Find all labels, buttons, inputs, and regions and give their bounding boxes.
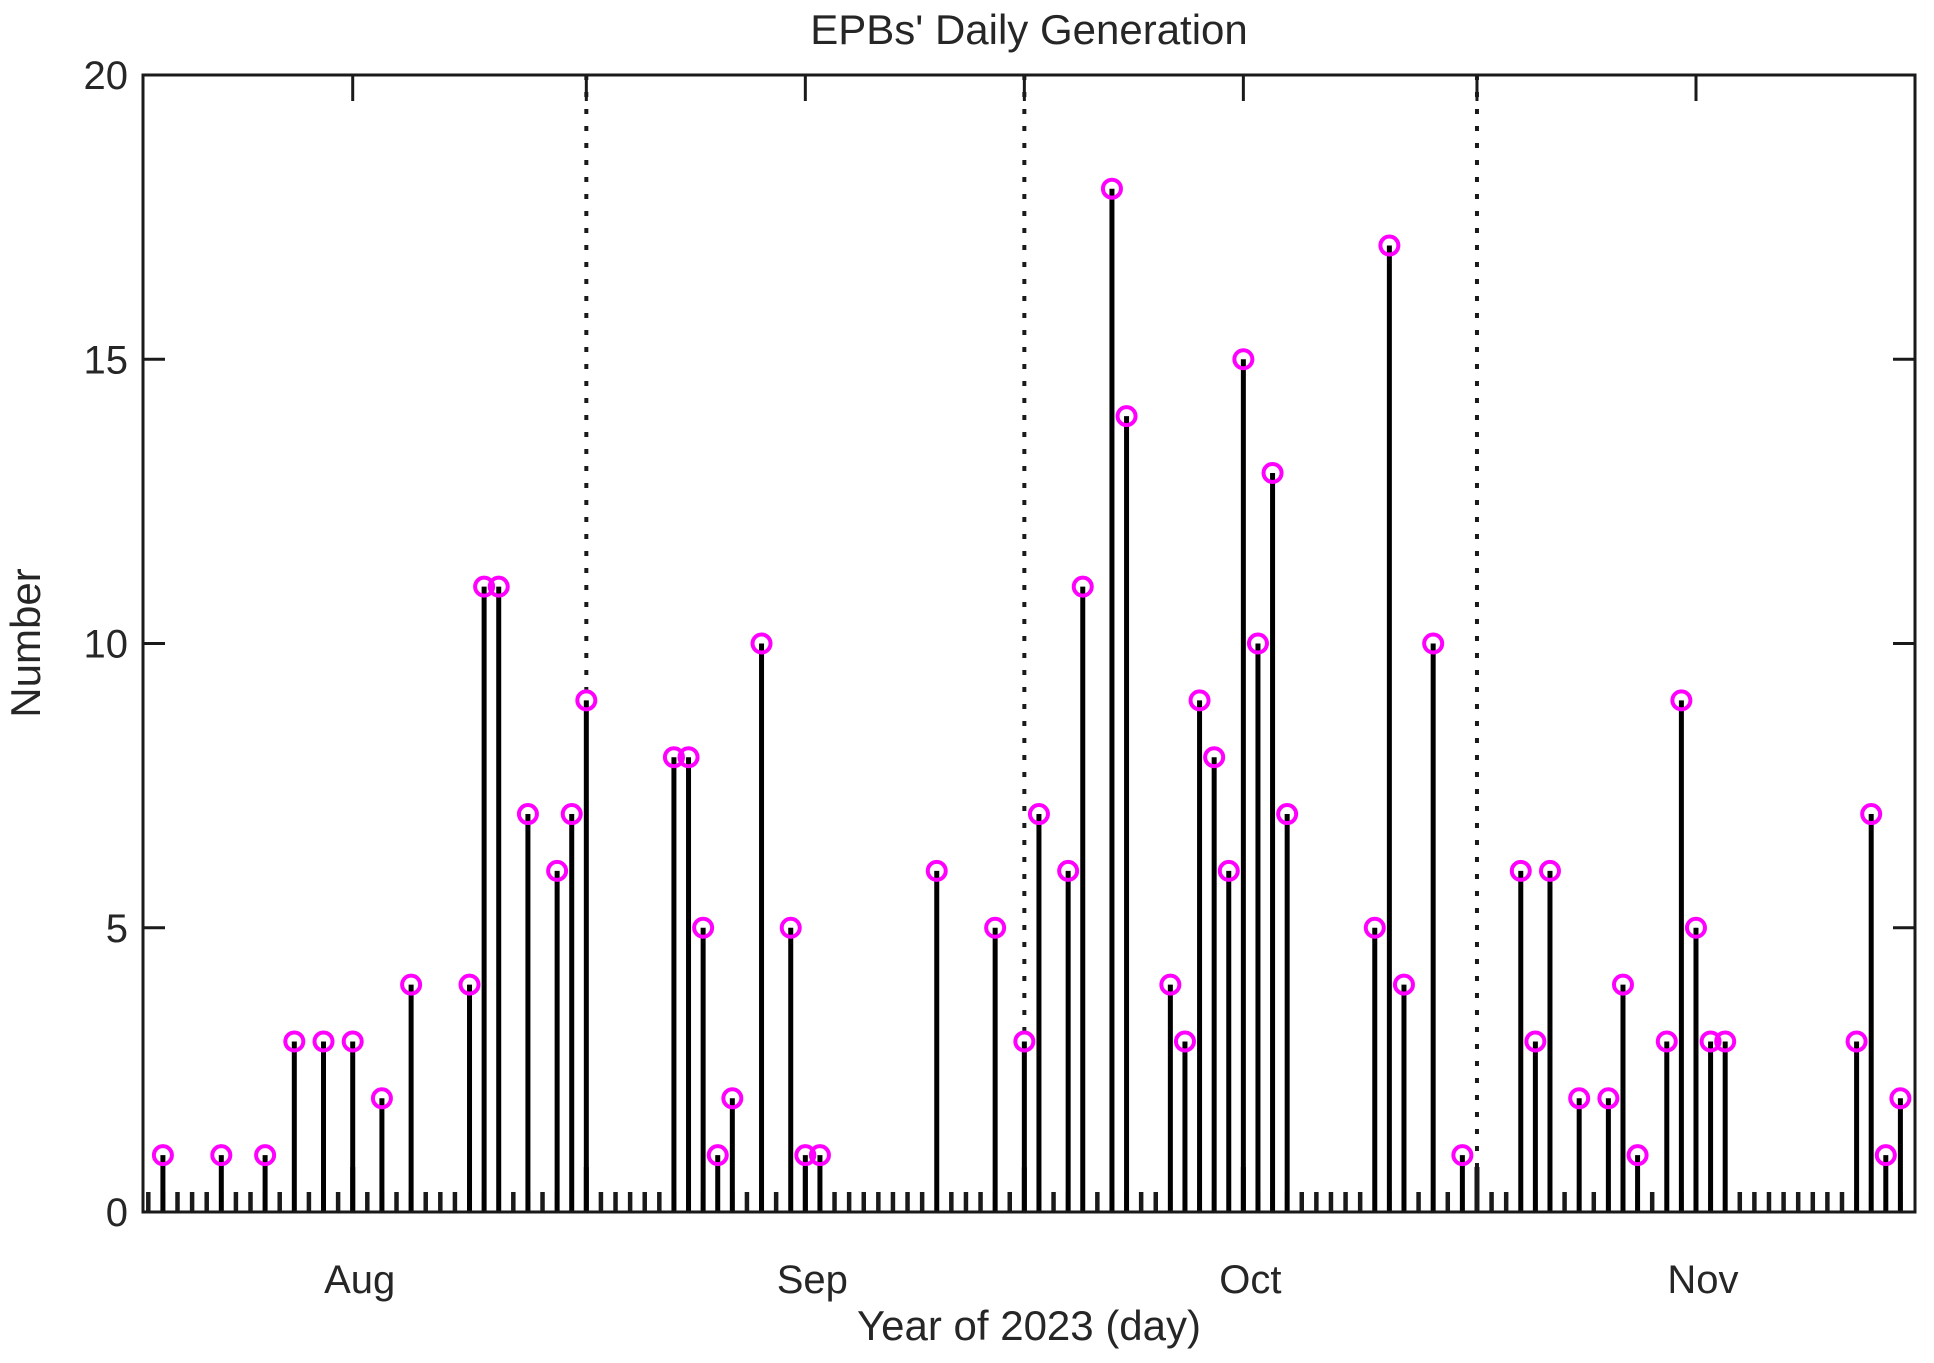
y-tick-label: 10 bbox=[84, 623, 129, 667]
marker-oct4 bbox=[1057, 859, 1080, 882]
x-axis-label: Year of 2023 (day) bbox=[857, 1302, 1201, 1349]
marker-oct7 bbox=[1100, 177, 1123, 200]
marker-aug12 bbox=[283, 1030, 306, 1053]
marker-oct31 bbox=[1451, 1144, 1474, 1167]
marker-sep16 bbox=[794, 1144, 817, 1167]
marker-aug7 bbox=[210, 1144, 233, 1167]
marker-oct16 bbox=[1232, 348, 1255, 371]
marker-sep10 bbox=[706, 1144, 729, 1167]
x-tick-label-sep: Sep bbox=[777, 1258, 848, 1302]
marker-oct12 bbox=[1173, 1030, 1196, 1053]
marker-oct14 bbox=[1203, 746, 1226, 769]
marker-nov17 bbox=[1699, 1030, 1722, 1053]
marker-nov16 bbox=[1684, 916, 1707, 939]
x-tick-label-nov: Nov bbox=[1667, 1258, 1738, 1302]
marker-sep7 bbox=[662, 746, 685, 769]
marker-oct25 bbox=[1363, 916, 1386, 939]
marker-aug10 bbox=[254, 1144, 277, 1167]
marker-nov11 bbox=[1611, 973, 1634, 996]
marker-aug14 bbox=[312, 1030, 335, 1053]
marker-nov15 bbox=[1670, 689, 1693, 712]
marker-sep9 bbox=[692, 916, 715, 939]
marker-oct29 bbox=[1422, 632, 1445, 655]
chart-title: EPBs' Daily Generation bbox=[810, 6, 1248, 53]
marker-sep1 bbox=[575, 689, 598, 712]
marker-nov12 bbox=[1626, 1144, 1649, 1167]
marker-aug30 bbox=[546, 859, 569, 882]
marker-oct27 bbox=[1392, 973, 1415, 996]
marker-aug31 bbox=[560, 803, 583, 826]
marker-sep17 bbox=[808, 1144, 831, 1167]
tick-labels: 0 5 10 15 20 Aug Sep Oct Nov bbox=[84, 54, 1739, 1302]
marker-aug28 bbox=[516, 803, 539, 826]
marker-nov30 bbox=[1889, 1087, 1912, 1110]
y-tick-label: 20 bbox=[84, 54, 129, 98]
marker-sep29 bbox=[984, 916, 1007, 939]
marker-sep13 bbox=[750, 632, 773, 655]
marker-aug3 bbox=[151, 1144, 174, 1167]
marker-oct8 bbox=[1115, 405, 1138, 428]
stem-markers bbox=[151, 177, 1912, 1167]
marker-oct13 bbox=[1188, 689, 1211, 712]
y-axis-label: Number bbox=[2, 568, 49, 717]
marker-oct2 bbox=[1027, 803, 1050, 826]
marker-oct11 bbox=[1159, 973, 1182, 996]
plot-box-frame bbox=[141, 73, 1917, 1214]
x-tick-label-oct: Oct bbox=[1219, 1258, 1281, 1302]
marker-aug26 bbox=[487, 575, 510, 598]
marker-nov27 bbox=[1845, 1030, 1868, 1053]
marker-nov8 bbox=[1568, 1087, 1591, 1110]
stem-series bbox=[160, 188, 1903, 1212]
y-tick-label: 0 bbox=[106, 1191, 128, 1235]
y-tick-label: 15 bbox=[84, 338, 129, 382]
marker-oct1 bbox=[1013, 1030, 1036, 1053]
marker-sep8 bbox=[677, 746, 700, 769]
marker-nov29 bbox=[1874, 1144, 1897, 1167]
marker-sep11 bbox=[721, 1087, 744, 1110]
marker-aug25 bbox=[473, 575, 496, 598]
marker-oct15 bbox=[1217, 859, 1240, 882]
marker-aug24 bbox=[458, 973, 481, 996]
marker-nov4 bbox=[1509, 859, 1532, 882]
x-tick-label-aug: Aug bbox=[324, 1258, 395, 1302]
marker-nov28 bbox=[1860, 803, 1883, 826]
marker-oct17 bbox=[1246, 632, 1269, 655]
marker-nov6 bbox=[1538, 859, 1561, 882]
marker-nov5 bbox=[1524, 1030, 1547, 1053]
marker-oct26 bbox=[1378, 234, 1401, 257]
marker-oct18 bbox=[1261, 461, 1284, 484]
marker-nov18 bbox=[1714, 1030, 1737, 1053]
marker-nov10 bbox=[1597, 1087, 1620, 1110]
month-boundary-dotted-lines bbox=[584, 75, 1479, 1212]
marker-aug18 bbox=[370, 1087, 393, 1110]
y-tick-label: 5 bbox=[106, 907, 128, 951]
marker-aug16 bbox=[341, 1030, 364, 1053]
marker-oct19 bbox=[1276, 803, 1299, 826]
marker-aug20 bbox=[400, 973, 423, 996]
marker-oct5 bbox=[1071, 575, 1094, 598]
marker-sep15 bbox=[779, 916, 802, 939]
marker-nov14 bbox=[1655, 1030, 1678, 1053]
marker-sep25 bbox=[925, 859, 948, 882]
